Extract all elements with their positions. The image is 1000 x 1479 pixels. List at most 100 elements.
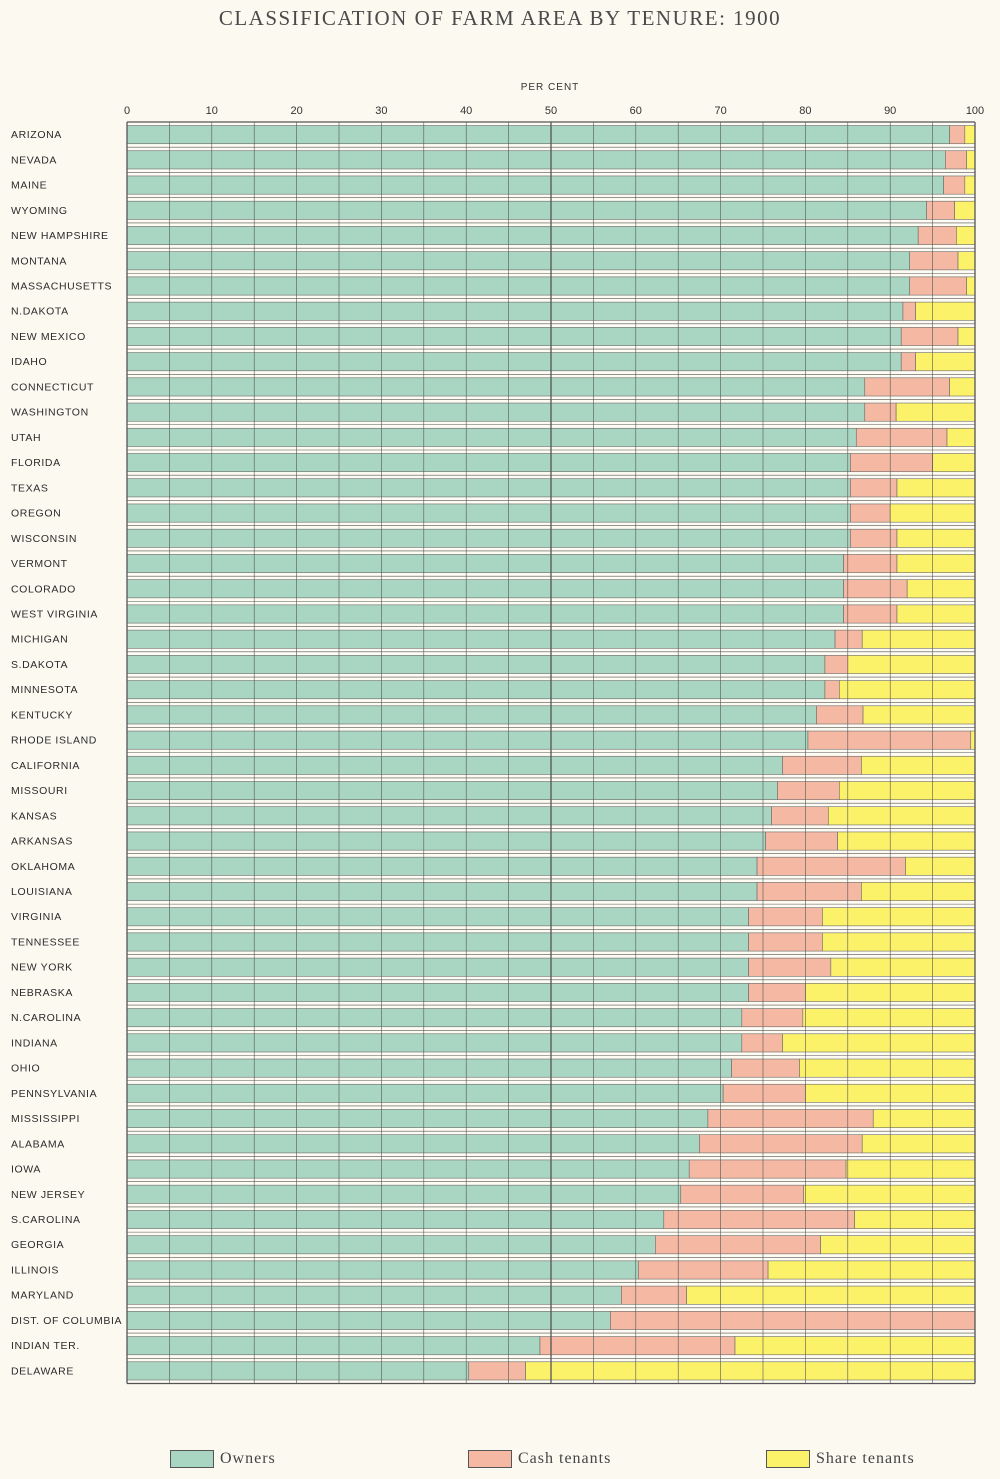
bar-owners-indian-ter: [126, 1336, 541, 1356]
bar-cash-tenants-missouri: [777, 781, 840, 801]
row-label-connecticut: CONNECTICUT: [11, 381, 94, 393]
row-label-new-hampshire: NEW HAMPSHIRE: [11, 230, 109, 242]
x-tick-label-90: 90: [884, 105, 896, 117]
x-tick-label-10: 10: [206, 105, 218, 117]
row-label-maine: MAINE: [11, 180, 47, 192]
bar-owners-georgia: [126, 1235, 656, 1255]
bar-cash-tenants-michigan: [834, 629, 863, 649]
bar-share-tenants-kansas: [827, 806, 976, 826]
bar-cash-tenants-georgia: [655, 1235, 821, 1255]
bar-owners-montana: [126, 251, 911, 271]
row-label-indiana: INDIANA: [11, 1037, 58, 1049]
bar-cash-tenants-arkansas: [765, 831, 838, 851]
row-label-kansas: KANSAS: [11, 810, 57, 822]
bar-cash-tenants-arizona: [949, 125, 966, 145]
bar-share-tenants-washington: [895, 402, 976, 422]
x-tick-label-60: 60: [630, 105, 642, 117]
bar-share-tenants-texas: [896, 478, 976, 498]
row-label-massachusetts: MASSACHUSETTS: [11, 280, 112, 292]
bar-cash-tenants-new-york: [748, 957, 832, 977]
row-label-colorado: COLORADO: [11, 583, 76, 595]
bar-owners-illinois: [126, 1260, 639, 1280]
bar-cash-tenants-new-hampshire: [917, 226, 957, 245]
row-label-s-carolina: S.CAROLINA: [11, 1214, 81, 1226]
bar-owners-virginia: [126, 907, 749, 927]
bar-cash-tenants-wyoming: [926, 200, 955, 220]
row-label-kentucky: KENTUCKY: [11, 709, 73, 721]
legend-label-share-tenants: Share tenants: [816, 1450, 915, 1467]
row-label-washington: WASHINGTON: [11, 407, 89, 419]
bar-share-tenants-s-dakota: [847, 655, 976, 674]
bar-cash-tenants-n-carolina: [741, 1008, 804, 1028]
bar-cash-tenants-nebraska: [748, 983, 806, 1002]
bar-owners-oklahoma: [126, 856, 758, 876]
bar-share-tenants-vermont: [896, 554, 976, 573]
bar-share-tenants-ohio: [799, 1058, 976, 1078]
bar-cash-tenants-minnesota: [824, 680, 840, 700]
bar-share-tenants-wisconsin: [896, 528, 976, 548]
bar-share-tenants-maine: [964, 175, 976, 195]
bar-owners-delaware: [126, 1361, 470, 1381]
x-tick-label-30: 30: [375, 105, 387, 117]
bar-owners-louisiana: [126, 882, 758, 901]
row-label-s-dakota: S.DAKOTA: [11, 659, 68, 671]
row-label-oregon: OREGON: [11, 508, 61, 520]
legend-label-owners: Owners: [220, 1450, 276, 1467]
bar-owners-new-mexico: [126, 327, 902, 346]
row-label-pennsylvania: PENNSYLVANIA: [11, 1088, 97, 1100]
x-axis-title: PER CENT: [520, 82, 580, 93]
bar-cash-tenants-pennsylvania: [722, 1083, 806, 1103]
bar-owners-nebraska: [126, 983, 749, 1002]
bar-cash-tenants-delaware: [468, 1361, 526, 1381]
bar-owners-arkansas: [126, 831, 766, 851]
bar-cash-tenants-massachusetts: [909, 276, 967, 296]
bar-share-tenants-kentucky: [862, 705, 976, 725]
bar-share-tenants-new-mexico: [957, 327, 976, 346]
bar-owners-s-carolina: [126, 1210, 665, 1229]
row-label-delaware: DELAWARE: [11, 1365, 74, 1377]
bar-share-tenants-maryland: [686, 1285, 976, 1305]
bar-owners-maine: [126, 175, 944, 195]
bar-cash-tenants-new-jersey: [680, 1184, 805, 1204]
legend-label-cash-tenants: Cash tenants: [518, 1450, 612, 1467]
bar-owners-california: [126, 755, 783, 775]
row-label-vermont: VERMONT: [11, 558, 68, 570]
x-tick-label-40: 40: [460, 105, 472, 117]
row-label-louisiana: LOUISIANA: [11, 886, 72, 898]
bar-owners-iowa: [126, 1159, 690, 1179]
bar-owners-nevada: [126, 150, 946, 170]
bar-cash-tenants-rhode-island: [807, 730, 972, 750]
bar-share-tenants-new-york: [830, 957, 976, 977]
bar-owners-mississippi: [126, 1109, 709, 1128]
bar-share-tenants-indian-ter: [734, 1336, 976, 1356]
row-label-arkansas: ARKANSAS: [11, 836, 73, 848]
bar-owners-utah: [126, 427, 857, 447]
bar-cash-tenants-indiana: [741, 1033, 783, 1053]
bar-cash-tenants-louisiana: [756, 882, 862, 901]
bar-owners-new-hampshire: [126, 226, 919, 245]
row-label-michigan: MICHIGAN: [11, 634, 68, 646]
bar-owners-new-jersey: [126, 1184, 682, 1204]
bar-owners-kentucky: [126, 705, 817, 725]
bar-cash-tenants-iowa: [688, 1159, 847, 1179]
row-label-nebraska: NEBRASKA: [11, 987, 73, 999]
row-label-utah: UTAH: [11, 432, 41, 444]
x-tick-label-20: 20: [290, 105, 302, 117]
bar-owners-maryland: [126, 1285, 622, 1305]
bar-owners-s-dakota: [126, 655, 826, 674]
row-label-maryland: MARYLAND: [11, 1290, 74, 1302]
bar-share-tenants-west-virginia: [896, 604, 976, 624]
bar-cash-tenants-new-mexico: [900, 327, 959, 346]
bar-owners-n-carolina: [126, 1008, 743, 1028]
bar-share-tenants-massachusetts: [966, 276, 976, 296]
row-label-n-dakota: N.DAKOTA: [11, 306, 69, 318]
row-label-illinois: ILLINOIS: [11, 1264, 59, 1276]
bar-share-tenants-louisiana: [861, 882, 976, 901]
bar-owners-indiana: [126, 1033, 743, 1053]
chart-title: CLASSIFICATION OF FARM AREA BY TENURE: 1…: [218, 6, 782, 30]
bar-cash-tenants-s-dakota: [824, 655, 849, 674]
bar-cash-tenants-s-carolina: [663, 1210, 855, 1229]
bar-owners-wisconsin: [126, 528, 851, 548]
bar-share-tenants-oklahoma: [905, 856, 976, 876]
bar-owners-n-dakota: [126, 301, 904, 321]
